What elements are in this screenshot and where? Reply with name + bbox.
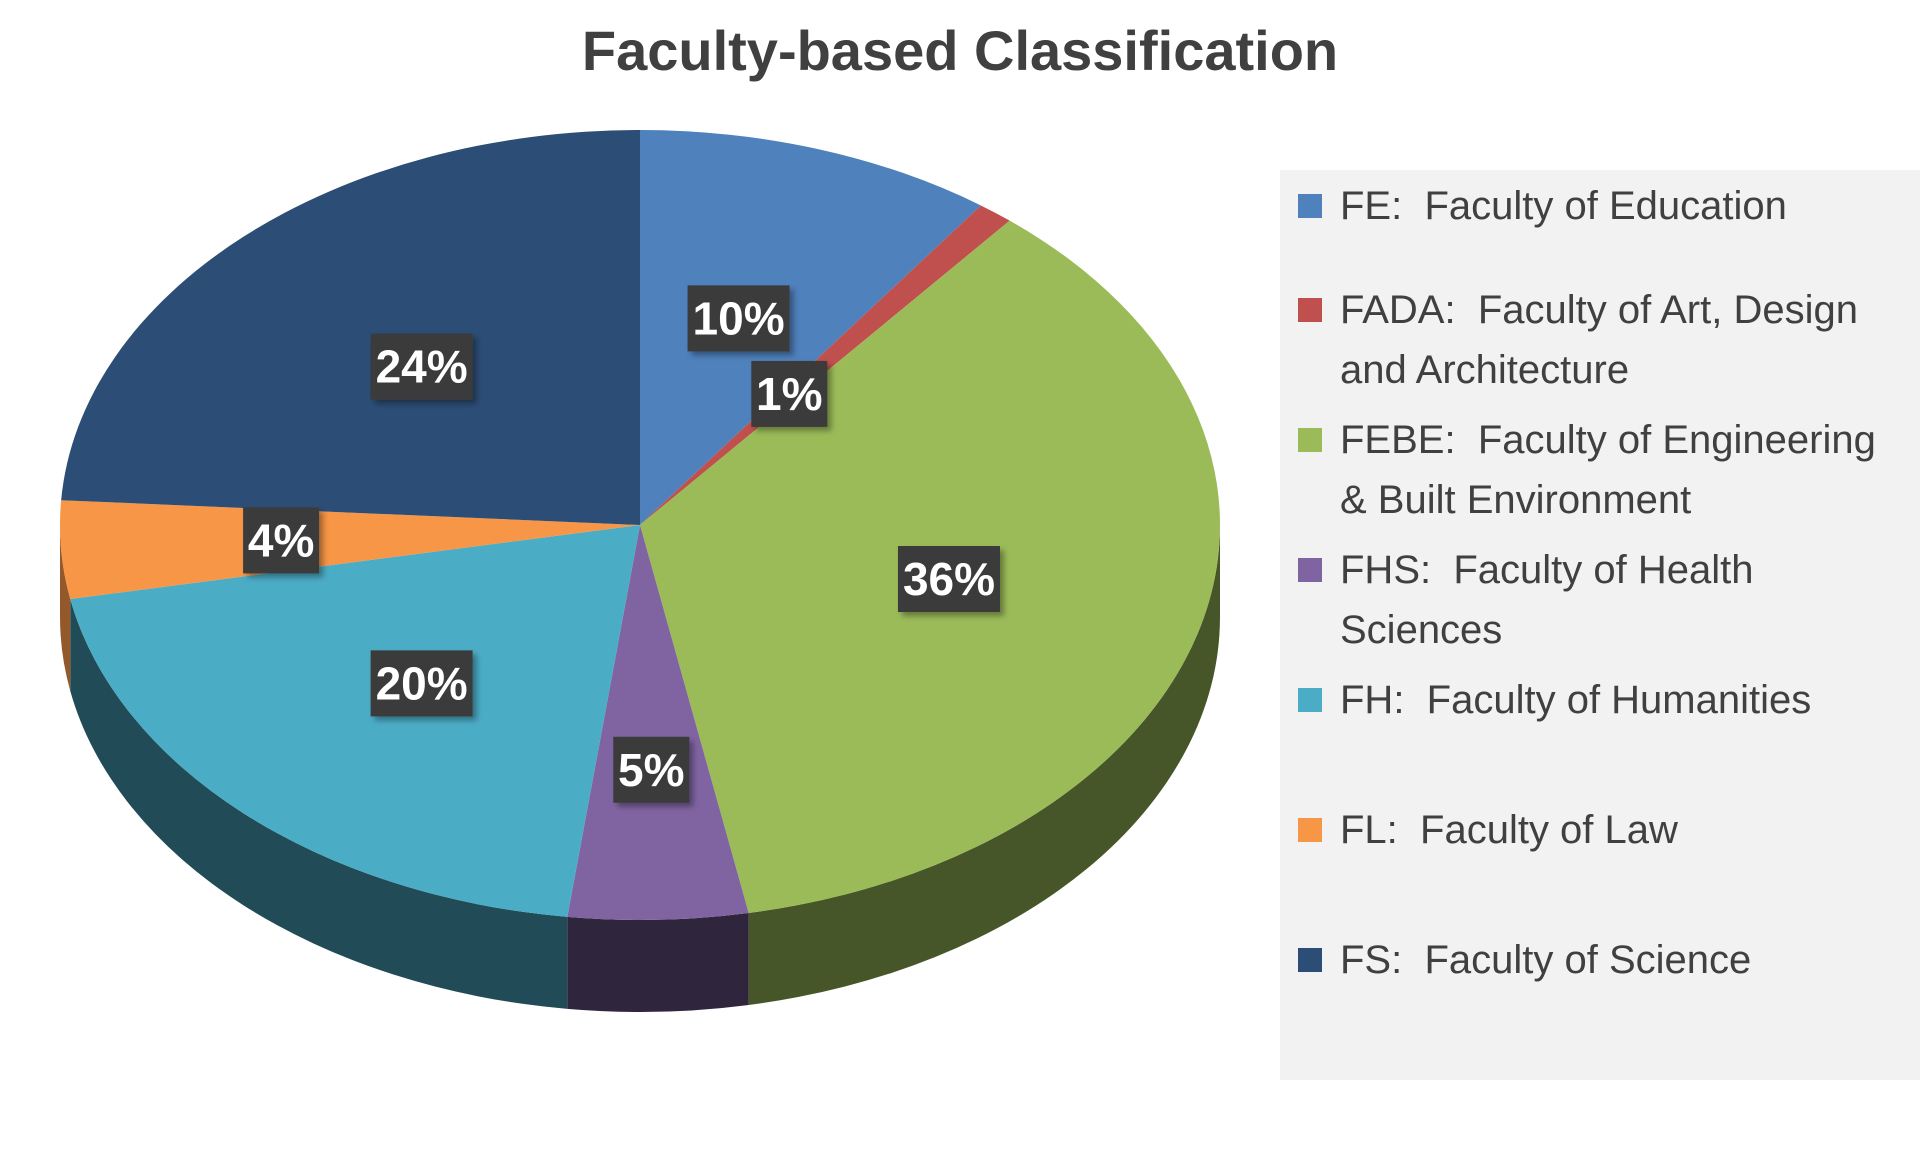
pie-side-fh bbox=[70, 599, 568, 1009]
pie-chart: 10% 1% 36% 5% 20% 4% 24% bbox=[59, 130, 1220, 1012]
legend-label: FS: Faculty of Science bbox=[1340, 938, 1752, 982]
legend-label: FL: Faculty of Law bbox=[1340, 808, 1678, 852]
pie-slice-fhs bbox=[567, 525, 749, 920]
data-label-text: 5% bbox=[618, 744, 684, 796]
legend-label: FH: Faculty of Humanities bbox=[1340, 678, 1812, 722]
data-label-fl: 4% bbox=[243, 507, 320, 574]
data-label-text: 10% bbox=[693, 292, 785, 344]
data-label-fh: 20% bbox=[370, 650, 473, 717]
data-label-text: 36% bbox=[903, 553, 995, 605]
pie-side-layer bbox=[60, 525, 1220, 1012]
data-label-febe: 36% bbox=[897, 546, 1000, 613]
pie-slice-fh bbox=[70, 525, 641, 917]
legend-swatch bbox=[1298, 688, 1322, 712]
data-label-box bbox=[751, 360, 828, 427]
pie-label-layer: 10% 1% 36% 5% 20% 4% 24% bbox=[243, 285, 1000, 803]
legend-swatch bbox=[1298, 818, 1322, 842]
data-label-text: 24% bbox=[376, 341, 468, 393]
data-label-box bbox=[613, 736, 690, 803]
pie-side-febe bbox=[748, 525, 1220, 1006]
legend-swatch bbox=[1298, 428, 1322, 452]
legend-label: FE: Faculty of Education bbox=[1340, 184, 1787, 228]
data-label-fhs: 5% bbox=[613, 736, 690, 803]
legend: FE: Faculty of Education FADA: Faculty of… bbox=[1280, 170, 1920, 1080]
pie-slice-fe bbox=[640, 130, 981, 525]
data-label-text: 1% bbox=[756, 368, 822, 420]
data-label-box bbox=[687, 285, 790, 352]
data-label-fada: 1% bbox=[751, 360, 828, 427]
pie-slice-fl bbox=[59, 500, 640, 600]
data-label-box bbox=[897, 546, 1000, 613]
legend-swatch bbox=[1298, 948, 1322, 972]
legend-label: FHS: Faculty of Health Sciences bbox=[1340, 548, 1754, 652]
data-label-box bbox=[370, 333, 473, 400]
pie-slice-fs bbox=[61, 130, 641, 525]
data-label-fe: 10% bbox=[687, 285, 790, 352]
pie-side-fhs bbox=[567, 913, 749, 1012]
pie-side-fl bbox=[60, 525, 71, 692]
legend-swatch bbox=[1298, 298, 1322, 322]
legend-label: FADA: Faculty of Art, Design and Archite… bbox=[1340, 288, 1858, 392]
data-label-fs: 24% bbox=[370, 333, 473, 400]
legend-label: FEBE: Faculty of Engineering & Built Env… bbox=[1340, 418, 1876, 522]
legend-swatch bbox=[1298, 194, 1322, 218]
data-label-text: 20% bbox=[376, 657, 468, 709]
data-label-box bbox=[243, 507, 320, 574]
legend-swatch bbox=[1298, 558, 1322, 582]
chart-title: Faculty-based Classification bbox=[581, 19, 1339, 82]
data-label-text: 4% bbox=[248, 514, 314, 566]
data-label-box bbox=[370, 650, 473, 717]
